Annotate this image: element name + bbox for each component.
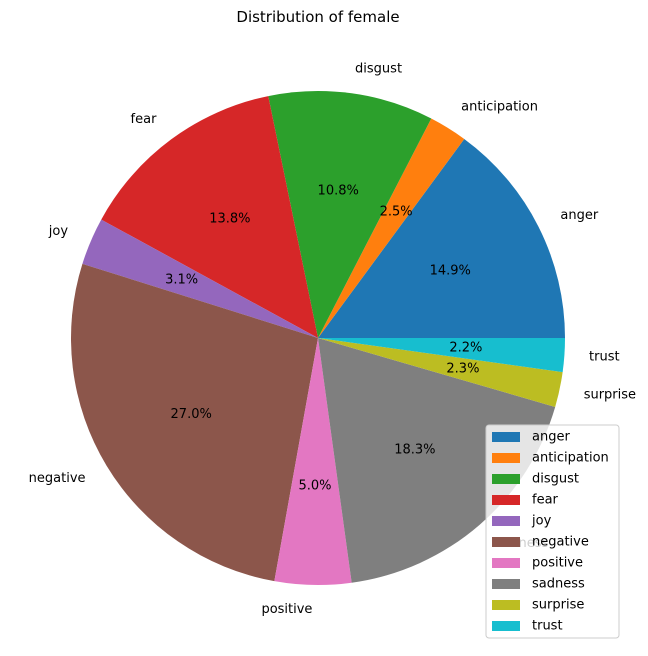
legend-swatch-fear [492,495,520,505]
pct-label-anger: 14.9% [430,264,471,279]
pie-slice-positive [274,338,352,585]
legend-label-surprise: surprise [532,598,584,613]
legend-swatch-anger [492,432,520,442]
pie-slice-trust [318,338,565,373]
legend-label-positive: positive [532,556,583,571]
pie-slice-anger [318,138,565,338]
legend-label-negative: negative [532,535,589,550]
category-label-fear: fear [131,112,158,127]
category-label-trust: trust [589,349,620,364]
pct-label-anticipation: 2.5% [380,205,413,220]
category-label-negative: negative [29,471,86,486]
legend-label-anticipation: anticipation [532,451,609,466]
pie-slices [70,91,565,585]
category-label-joy: joy [48,224,69,239]
pct-label-joy: 3.1% [165,272,198,287]
pie-slice-fear [101,96,318,338]
pct-label-trust: 2.2% [449,341,482,356]
legend-label-fear: fear [532,493,559,508]
percentage-labels: 14.9% 2.5% 10.8% 13.8% 3.1% 27.0% 5.0% 18.3% 2.3… [165,184,482,494]
category-label-anger: anger [560,208,598,223]
legend-swatch-trust [492,621,520,631]
legend-swatch-positive [492,558,520,568]
pie-slice-negative [70,263,318,582]
pie-slice-disgust [268,91,432,338]
legend-swatch-surprise [492,600,520,610]
legend-swatch-joy [492,516,520,526]
legend-swatch-sadness [492,579,520,589]
pct-label-negative: 27.0% [171,407,212,422]
legend-items: anger anticipation disgust fear joy negative p… [492,430,609,634]
category-label-anticipation: anticipation [461,100,538,115]
legend-swatch-anticipation [492,453,520,463]
chart-title: Distribution of female [236,8,399,26]
legend: anger anticipation disgust fear joy negative p… [485,424,620,639]
pct-label-surprise: 2.3% [446,361,479,376]
legend-swatch-negative [492,537,520,547]
pie-slice-joy [82,219,318,338]
pie-slice-sadness [318,338,556,583]
legend-label-disgust: disgust [532,472,579,487]
pie-slice-surprise [318,338,563,407]
pct-label-fear: 13.8% [209,211,250,226]
legend-label-trust: trust [532,619,563,634]
category-label-disgust: disgust [355,61,402,76]
legend-label-sadness: sadness [532,577,585,592]
legend-label-anger: anger [532,430,570,445]
legend-label-joy: joy [531,514,552,529]
category-label-surprise: surprise [584,387,636,402]
pie-slice-anticipation [318,118,465,339]
category-label-positive: positive [261,602,312,617]
pct-label-disgust: 10.8% [318,184,359,199]
pct-label-positive: 5.0% [298,479,331,494]
pct-label-sadness: 18.3% [394,443,435,458]
legend-swatch-disgust [492,474,520,484]
